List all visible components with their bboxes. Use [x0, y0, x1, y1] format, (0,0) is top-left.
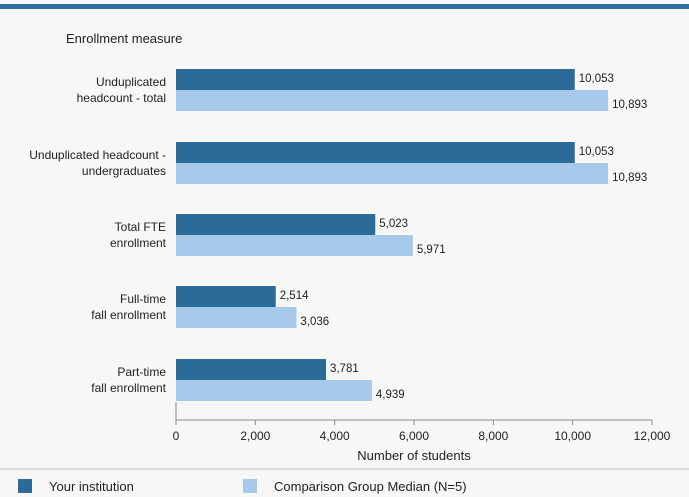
bar-value-label: 10,053: [579, 73, 614, 85]
category-label: Part-time: [117, 365, 166, 379]
category-label: Unduplicated: [96, 75, 166, 89]
category-label: Full-time: [120, 292, 166, 306]
category-label: Unduplicated headcount -: [29, 148, 166, 162]
bar-value-label: 10,893: [612, 99, 647, 111]
chart-title: Enrollment measure: [66, 31, 182, 46]
bar-value-label: 5,023: [379, 218, 408, 230]
bar-value-label: 4,939: [376, 389, 405, 401]
bar-value-label: 3,781: [330, 363, 359, 375]
bar-institution: [176, 142, 575, 163]
x-tick-label: 4,000: [320, 429, 350, 443]
legend-label: Your institution: [49, 479, 134, 494]
x-axis-title: Number of students: [357, 448, 471, 463]
category-label: enrollment: [110, 236, 167, 250]
bar-institution: [176, 69, 575, 90]
category-label: fall enrollment: [91, 308, 166, 322]
bar-comparison: [176, 380, 372, 401]
bar-institution: [176, 286, 276, 307]
bar-institution: [176, 359, 326, 380]
header-rule: [0, 4, 689, 9]
bar-comparison: [176, 90, 609, 111]
legend-label: Comparison Group Median (N=5): [274, 479, 467, 494]
category-label: Total FTE: [115, 220, 166, 234]
bar-comparison: [176, 235, 413, 256]
bar-institution: [176, 214, 376, 235]
x-tick-label: 10,000: [554, 429, 591, 443]
x-axis: 0 2,000 4,000 6,000 8,000 10,000 12,000: [173, 402, 671, 443]
category-label: headcount - total: [77, 91, 166, 105]
x-tick-label: 2,000: [240, 429, 270, 443]
bar-value-label: 5,971: [417, 244, 446, 256]
legend-swatch-comparison: [243, 479, 257, 493]
bars-layer: 10,053 10,893 Unduplicated headcount - tota…: [29, 69, 647, 401]
bar-comparison: [176, 307, 297, 328]
legend-swatch-institution: [18, 479, 32, 493]
bar-value-label: 10,893: [612, 172, 647, 184]
x-tick-label: 6,000: [399, 429, 429, 443]
legend: Your institution Comparison Group Median …: [18, 479, 467, 494]
bar-comparison: [176, 163, 609, 184]
x-tick-label: 8,000: [478, 429, 508, 443]
bar-value-label: 3,036: [300, 316, 329, 328]
bar-value-label: 10,053: [579, 146, 614, 158]
category-label: undergraduates: [82, 164, 166, 178]
x-tick-label: 12,000: [634, 429, 671, 443]
x-tick-label: 0: [173, 429, 180, 443]
bar-value-label: 2,514: [280, 290, 309, 302]
category-label: fall enrollment: [91, 381, 166, 395]
